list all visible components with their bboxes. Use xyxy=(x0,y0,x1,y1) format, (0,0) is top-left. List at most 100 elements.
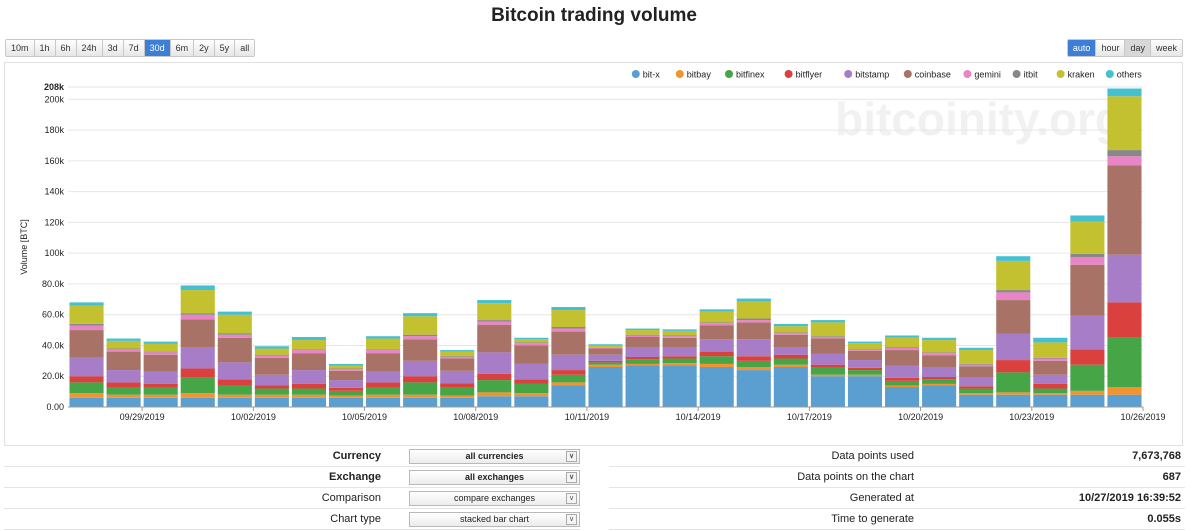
bar-segment-itbit xyxy=(662,335,697,337)
bar-segment-bitbay xyxy=(328,395,364,398)
legend-label-kraken[interactable]: kraken xyxy=(1068,70,1095,80)
bar-segment-coinbase xyxy=(1107,165,1142,255)
legend-label-gemini[interactable]: gemini xyxy=(974,70,1001,80)
resolution-button-day[interactable]: day xyxy=(1125,40,1151,56)
range-button-all[interactable]: all xyxy=(235,40,255,56)
legend-label-bit-x[interactable]: bit-x xyxy=(643,70,661,80)
stat-label: Data points used xyxy=(831,450,914,462)
bar-segment-bit-x xyxy=(1033,394,1068,407)
bar-segment-bitstamp xyxy=(885,365,920,378)
setting-label: Currency xyxy=(332,450,381,462)
legend-marker-bitbay[interactable] xyxy=(675,70,684,78)
bar-segment-bitfinex xyxy=(106,387,141,395)
chevron-down-icon[interactable]: ∨ xyxy=(566,493,577,504)
x-tick-label: 10/20/2019 xyxy=(898,412,943,422)
bar-segment-kraken xyxy=(440,351,475,357)
bar-segment-gemini xyxy=(328,369,364,371)
bar-segment-kraken xyxy=(922,340,957,353)
bar-segment-bitflyer xyxy=(847,367,883,371)
bar-segment-kraken xyxy=(885,337,920,347)
bar-segment-bitfinex xyxy=(217,385,252,395)
chevron-down-icon[interactable]: ∨ xyxy=(566,514,577,525)
legend-label-others[interactable]: others xyxy=(1117,70,1143,80)
bar-segment-others xyxy=(69,302,104,306)
legend-marker-itbit[interactable] xyxy=(1012,70,1021,78)
legend-label-bitfinex[interactable]: bitfinex xyxy=(736,70,765,80)
bar-segment-itbit xyxy=(810,336,845,337)
range-button-2y[interactable]: 2y xyxy=(194,40,215,56)
setting-label: Comparison xyxy=(321,492,381,504)
bar-segment-itbit xyxy=(106,348,141,350)
bar-segment-bitstamp xyxy=(291,370,326,384)
bar-segment-bitflyer xyxy=(143,383,178,387)
bar-segment-others xyxy=(551,307,586,311)
setting-row-currency: Currency all currencies ∨ xyxy=(4,446,580,467)
range-button-3d[interactable]: 3d xyxy=(102,40,124,56)
range-button-6h[interactable]: 6h xyxy=(55,40,77,56)
watermark: bitcoinity.org xyxy=(835,93,1123,145)
legend-marker-bitflyer[interactable] xyxy=(784,70,793,78)
bar-segment-itbit xyxy=(922,352,957,354)
legend-label-bitflyer[interactable]: bitflyer xyxy=(796,70,823,80)
range-button-30d[interactable]: 30d xyxy=(144,40,171,56)
setting-select[interactable]: all currencies ∨ xyxy=(409,449,580,464)
legend-label-coinbase[interactable]: coinbase xyxy=(915,70,951,80)
resolution-button-week[interactable]: week xyxy=(1150,40,1182,56)
bar-segment-bitflyer xyxy=(773,354,808,359)
bar-segment-bitbay xyxy=(1070,390,1105,395)
bar-segment-coinbase xyxy=(625,337,660,348)
legend-label-itbit[interactable]: itbit xyxy=(1024,70,1039,80)
bar-segment-bitfinex xyxy=(885,380,920,386)
bar-segment-kraken xyxy=(403,316,438,335)
legend-marker-bit-x[interactable] xyxy=(631,70,640,78)
bar-segment-coinbase xyxy=(143,354,178,372)
chart-area: bitcoinity.org 0.00 20.0k 40.0k 60.0k 80.0k 10… xyxy=(4,62,1183,446)
stat-row: Data points on the chart 687 xyxy=(609,467,1185,488)
legend-marker-bitfinex[interactable] xyxy=(725,70,733,78)
bar-segment-kraken xyxy=(328,365,364,369)
bar-segment-coinbase xyxy=(847,350,883,361)
bar-segment-bitfinex xyxy=(1033,388,1068,394)
range-button-10m[interactable]: 10m xyxy=(6,40,35,56)
bar-segment-itbit xyxy=(736,318,771,321)
legend-marker-kraken[interactable] xyxy=(1056,70,1065,78)
legend-marker-coinbase[interactable] xyxy=(903,70,912,78)
range-button-24h[interactable]: 24h xyxy=(76,40,103,56)
range-button-1h[interactable]: 1h xyxy=(34,40,56,56)
resolution-button-hour[interactable]: hour xyxy=(1096,40,1126,56)
range-button-6m[interactable]: 6m xyxy=(170,40,195,56)
bar-segment-bitbay xyxy=(810,374,845,377)
legend-marker-bitstamp[interactable] xyxy=(844,70,853,78)
legend-marker-others[interactable] xyxy=(1105,70,1114,78)
bar-segment-bitstamp xyxy=(588,354,623,361)
setting-select[interactable]: compare exchanges ∨ xyxy=(409,491,580,506)
range-button-7d[interactable]: 7d xyxy=(123,40,145,56)
setting-select[interactable]: stacked bar chart ∨ xyxy=(409,512,580,527)
y-tick-label: 180k xyxy=(44,125,64,135)
legend-label-bitbay[interactable]: bitbay xyxy=(687,70,712,80)
bar-segment-bitfinex xyxy=(403,382,438,395)
legend-marker-gemini[interactable] xyxy=(963,70,972,78)
chart-title: Bitcoin trading volume xyxy=(491,5,697,26)
bar-segment-bitstamp xyxy=(217,362,252,380)
bar-segment-kraken xyxy=(254,348,289,355)
legend-label-bitstamp[interactable]: bitstamp xyxy=(855,70,889,80)
bar-segment-bitflyer xyxy=(366,382,401,387)
bar-segment-others xyxy=(106,338,141,341)
bar-segment-kraken xyxy=(291,340,326,350)
chevron-down-icon[interactable]: ∨ xyxy=(566,472,577,483)
bar-segment-gemini xyxy=(514,343,549,346)
chevron-down-icon[interactable]: ∨ xyxy=(566,451,577,462)
bar-segment-gemini xyxy=(291,350,326,354)
bar-segment-kraken xyxy=(217,314,252,334)
bar-segment-coinbase xyxy=(69,330,104,358)
resolution-button-auto[interactable]: auto xyxy=(1067,40,1097,56)
range-button-5y[interactable]: 5y xyxy=(214,40,236,56)
bar-segment-bitfinex xyxy=(254,388,289,395)
stat-value: 10/27/2019 16:39:52 xyxy=(1078,492,1181,504)
bar-segment-bitflyer xyxy=(662,356,697,359)
setting-row-exchange: Exchange all exchanges ∨ xyxy=(4,467,580,488)
bar-segment-itbit xyxy=(625,334,660,336)
setting-select[interactable]: all exchanges ∨ xyxy=(409,470,580,485)
bar-segment-bit-x xyxy=(403,397,438,407)
